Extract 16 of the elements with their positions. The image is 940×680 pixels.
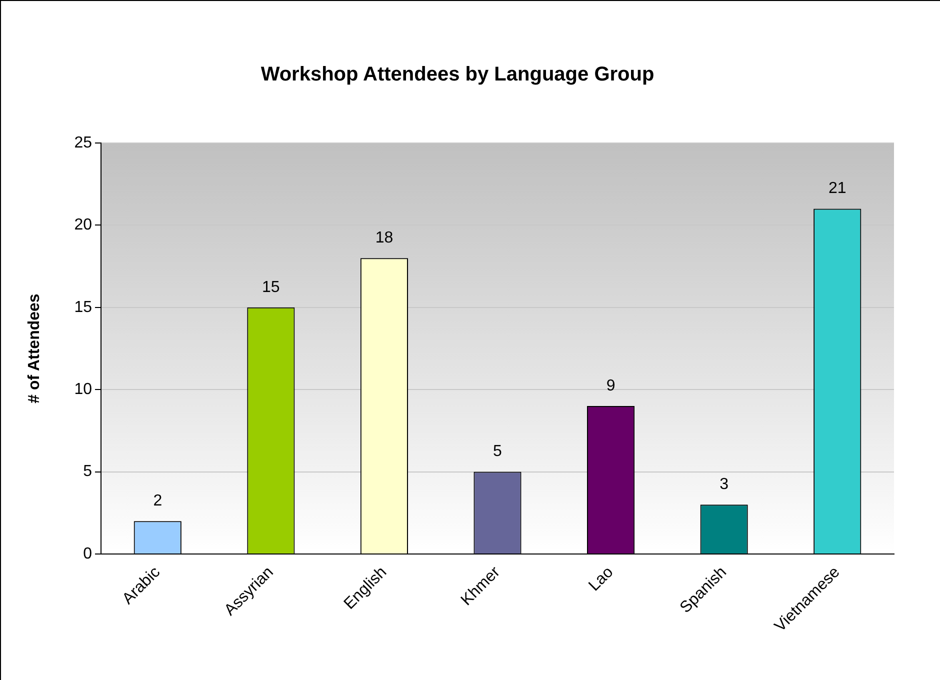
data-label: 3 (720, 476, 729, 494)
data-label: 2 (153, 492, 162, 510)
data-label: 9 (606, 377, 616, 394)
y-tick-label: 5 (83, 463, 92, 480)
data-label: 21 (828, 180, 846, 198)
data-label: 18 (375, 229, 394, 246)
chart-title: Workshop Attendees by Language Group (260, 64, 654, 86)
y-tick-label: 20 (74, 216, 92, 234)
y-tick-label: 10 (74, 381, 92, 398)
y-axis-title: # of Attendees (26, 294, 44, 404)
x-tick-label: Lao (586, 564, 617, 595)
y-tick-label: 25 (74, 134, 92, 152)
y-tick-label: 15 (74, 298, 92, 316)
data-label: 15 (262, 278, 280, 296)
y-tick-label: 0 (83, 545, 92, 562)
data-label: 5 (493, 443, 502, 460)
